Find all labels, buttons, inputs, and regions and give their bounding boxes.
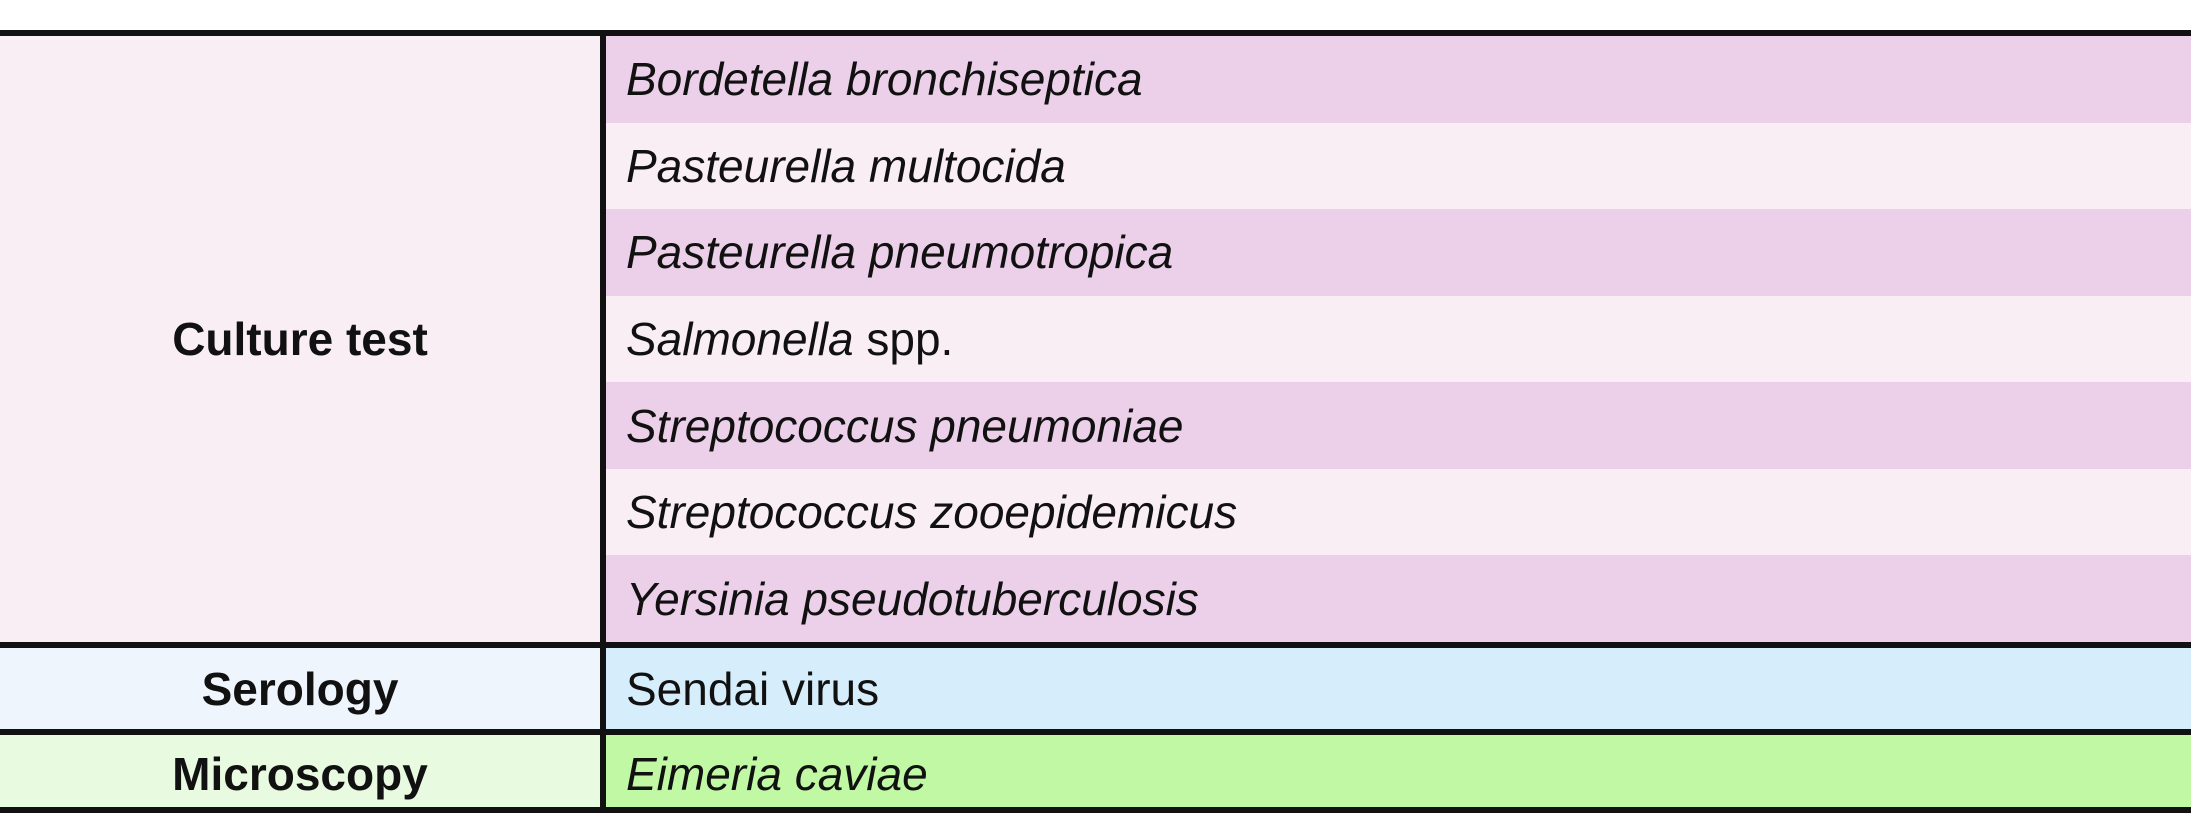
group-label-serology: Serology (0, 648, 600, 729)
table-row: Bordetella bronchiseptica (606, 36, 2191, 123)
table-row: Pasteurella multocida (606, 122, 2191, 210)
organism-name: Bordetella bronchiseptica (626, 53, 1143, 106)
table-row: Yersinia pseudotuberculosis (606, 555, 2191, 642)
organism-name: Yersinia pseudotuberculosis (626, 572, 1199, 625)
column-divider (600, 36, 606, 642)
table-row: Streptococcus zooepidemicus (606, 468, 2191, 556)
microscopy-items: Eimeria caviae (606, 735, 2191, 813)
organism-name: Eimeria caviae (626, 748, 928, 800)
pathogen-test-table: Culture test Bordetella bronchiseptica P… (0, 30, 2191, 813)
table-row: Salmonella spp. (606, 295, 2191, 383)
column-divider (600, 735, 606, 813)
organism-name: Pasteurella pneumotropica (626, 226, 1174, 279)
organism-suffix: spp. (853, 312, 954, 365)
serology-items: Sendai virus (606, 648, 2191, 729)
column-divider (600, 648, 606, 729)
table-row: Eimeria caviae (606, 735, 2191, 813)
organism-name: Streptococcus zooepidemicus (626, 486, 1238, 539)
table-row: Streptococcus pneumoniae (606, 382, 2191, 469)
serology-group: Serology Sendai virus (0, 642, 2191, 729)
organism-name: Pasteurella multocida (626, 139, 1066, 192)
group-label-microscopy: Microscopy (0, 735, 600, 813)
table-row: Pasteurella pneumotropica (606, 209, 2191, 296)
microscopy-group: Microscopy Eimeria caviae (0, 729, 2191, 813)
group-label-culture-test: Culture test (0, 36, 600, 642)
organism-suffix: Sendai virus (626, 662, 880, 715)
culture-test-items: Bordetella bronchiseptica Pasteurella mu… (606, 36, 2191, 642)
table-row: Sendai virus (606, 648, 2191, 729)
culture-test-group: Culture test Bordetella bronchiseptica P… (0, 36, 2191, 642)
table-bottom-border (0, 807, 2191, 813)
organism-name: Salmonella (626, 312, 854, 365)
organism-name: Streptococcus pneumoniae (626, 399, 1184, 452)
